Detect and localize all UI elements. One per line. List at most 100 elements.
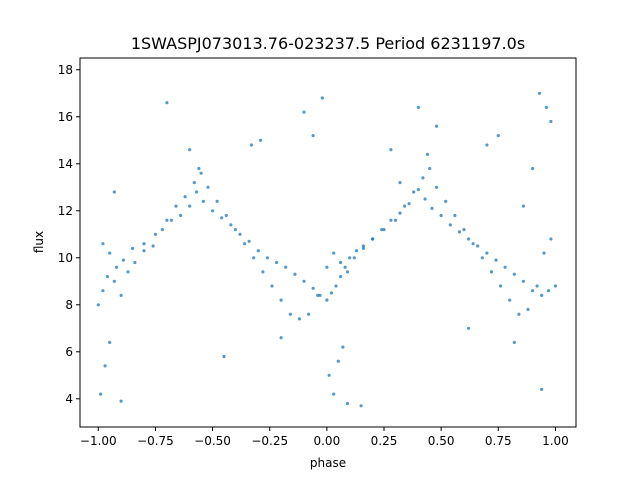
- data-point: [165, 218, 169, 222]
- data-point: [389, 148, 393, 152]
- data-point: [275, 260, 279, 265]
- x-tick-label: 0.00: [313, 434, 340, 448]
- data-point: [352, 256, 356, 260]
- data-point: [302, 110, 306, 114]
- data-point: [252, 256, 256, 260]
- data-point: [332, 251, 336, 255]
- data-point: [261, 270, 265, 274]
- data-point: [526, 307, 530, 312]
- data-point: [115, 265, 119, 269]
- x-tick-label: 1.00: [542, 434, 569, 448]
- data-point: [133, 260, 137, 265]
- data-point: [188, 148, 192, 152]
- x-tick-label: −0.50: [194, 434, 231, 448]
- y-tick-label: 16: [58, 110, 73, 124]
- data-point: [496, 134, 500, 138]
- data-point: [233, 228, 237, 232]
- data-point: [423, 197, 427, 201]
- y-axis-label: flux: [32, 231, 46, 253]
- data-point: [503, 265, 507, 269]
- data-point: [332, 392, 336, 396]
- data-point: [485, 143, 489, 147]
- data-point: [389, 218, 393, 222]
- data-point: [489, 270, 493, 274]
- data-point: [131, 246, 135, 250]
- data-point: [339, 275, 343, 279]
- data-point: [119, 293, 123, 297]
- data-point: [169, 218, 173, 222]
- data-point: [222, 354, 226, 359]
- data-point: [220, 216, 224, 220]
- data-point: [99, 392, 103, 396]
- data-point: [229, 223, 233, 227]
- data-point: [531, 289, 535, 293]
- x-tick-label: −0.75: [137, 434, 174, 448]
- x-tick-label: 0.75: [485, 434, 512, 448]
- data-point: [355, 249, 359, 253]
- data-point: [448, 223, 452, 227]
- data-point: [499, 284, 503, 288]
- data-point: [153, 232, 157, 236]
- x-tick-label: 0.25: [371, 434, 398, 448]
- data-point: [211, 209, 215, 213]
- scatter-points: [96, 91, 558, 408]
- data-point: [512, 272, 516, 276]
- data-point: [361, 246, 365, 250]
- x-axis: −1.00 −0.75 −0.50 −0.25 0.00 0.25 0.50 0.75 1.00: [80, 427, 569, 448]
- y-tick-label: 12: [58, 204, 73, 218]
- data-point: [325, 298, 329, 302]
- data-point: [467, 237, 471, 241]
- data-point: [521, 204, 526, 208]
- data-point: [302, 279, 306, 283]
- data-point: [425, 152, 429, 156]
- data-point: [393, 218, 397, 222]
- x-tick-label: −1.00: [80, 434, 117, 448]
- data-point: [457, 230, 461, 234]
- data-point: [371, 237, 375, 241]
- data-point: [336, 359, 340, 363]
- data-point: [549, 237, 553, 241]
- data-point: [318, 293, 322, 297]
- data-point: [535, 284, 539, 288]
- data-point: [547, 289, 551, 293]
- data-point: [380, 228, 384, 232]
- data-point: [325, 265, 329, 269]
- data-point: [195, 190, 199, 194]
- data-point: [403, 204, 407, 208]
- data-point: [540, 387, 544, 391]
- data-point: [485, 251, 489, 255]
- data-point: [142, 249, 146, 253]
- data-point: [494, 258, 498, 262]
- data-point: [270, 284, 274, 288]
- x-tick-label: −0.25: [251, 434, 288, 448]
- data-point: [297, 317, 301, 321]
- data-point: [343, 265, 347, 269]
- data-point: [112, 279, 116, 283]
- data-point: [512, 340, 516, 344]
- data-point: [508, 298, 512, 302]
- data-point: [201, 199, 205, 203]
- data-point: [96, 303, 100, 307]
- data-point: [327, 373, 331, 377]
- plot-frame: [79, 57, 577, 428]
- data-point: [197, 166, 201, 171]
- data-point: [531, 166, 535, 171]
- data-point: [288, 312, 292, 316]
- data-point: [101, 242, 105, 246]
- data-point: [517, 312, 521, 316]
- data-point: [537, 91, 542, 95]
- data-point: [103, 364, 107, 368]
- data-point: [112, 190, 116, 194]
- y-tick-label: 10: [58, 251, 73, 265]
- data-point: [421, 176, 425, 180]
- x-axis-label: phase: [310, 456, 346, 470]
- data-point: [416, 105, 420, 109]
- data-point: [183, 195, 187, 199]
- data-point: [320, 96, 324, 100]
- y-tick-label: 4: [65, 392, 73, 406]
- data-point: [206, 185, 210, 189]
- data-point: [126, 270, 130, 274]
- data-point: [428, 166, 432, 171]
- y-tick-label: 6: [65, 345, 73, 359]
- data-point: [179, 213, 183, 218]
